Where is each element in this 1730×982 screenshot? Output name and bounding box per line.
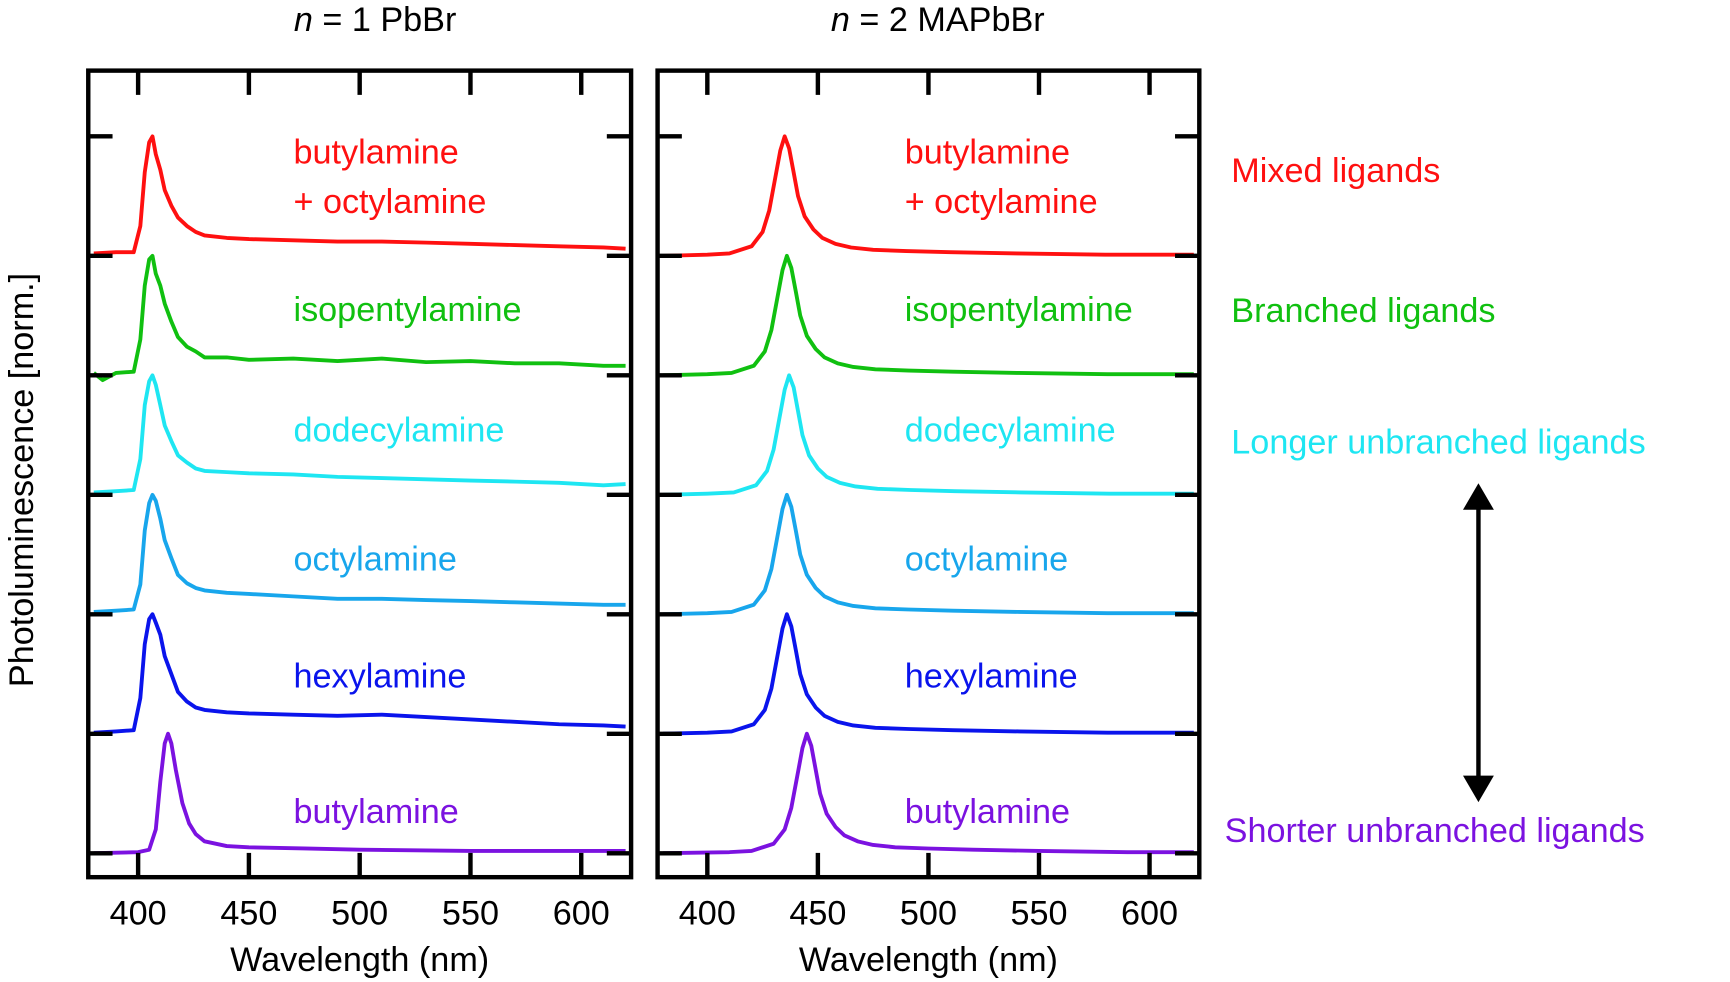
series-label: hexylamine bbox=[905, 657, 1078, 695]
series-line-butylamine-octylamine bbox=[93, 134, 626, 256]
x-tick-label: 500 bbox=[900, 895, 957, 933]
series-line-butylamine bbox=[663, 731, 1194, 856]
x-tick-label: 550 bbox=[1010, 895, 1067, 933]
x-tick-label: 450 bbox=[789, 895, 846, 933]
x-axis-label: Wavelength (nm) bbox=[230, 941, 489, 979]
ligand-category-label: Mixed ligands bbox=[1231, 152, 1440, 190]
series-label: butylamine bbox=[905, 793, 1070, 831]
series-label: butylamine bbox=[293, 793, 458, 831]
series-label: butylamine bbox=[293, 133, 458, 171]
series-label: butylamine bbox=[905, 133, 1070, 171]
y-axis-label: Photoluminescence [norm.] bbox=[3, 273, 41, 687]
series-label: octylamine bbox=[293, 540, 456, 578]
series-line-isopentylamine bbox=[663, 253, 1194, 378]
series-line-hexylamine bbox=[93, 612, 626, 735]
x-tick-label: 550 bbox=[442, 895, 499, 933]
series-line-octylamine bbox=[93, 492, 626, 614]
series-label: octylamine bbox=[905, 540, 1068, 578]
ligand-category-label: Branched ligands bbox=[1231, 292, 1495, 330]
series-line-butylamine bbox=[93, 731, 626, 856]
series-label: dodecylamine bbox=[293, 411, 504, 449]
panel-1: n = 1 PbBr butylamine hexylamine octylamine… bbox=[86, 1, 634, 979]
x-tick-label: 450 bbox=[220, 895, 277, 933]
x-tick-label: 600 bbox=[1121, 895, 1178, 933]
x-tick-label: 500 bbox=[331, 895, 388, 933]
panel-title: n = 1 PbBr bbox=[294, 1, 456, 39]
panel-2: n = 2 MAPbBr butylamine hexylamine octylami… bbox=[655, 1, 1202, 979]
series-line-isopentylamine bbox=[92, 253, 626, 383]
x-tick-label: 400 bbox=[679, 895, 736, 933]
x-tick-label: 600 bbox=[553, 895, 610, 933]
double-headed-vertical-arrow-icon bbox=[1462, 483, 1494, 803]
ligand-category-label: Shorter unbranched ligands bbox=[1225, 812, 1645, 850]
series-line-dodecylamine bbox=[93, 373, 626, 495]
series-line-butylamine-octylamine bbox=[663, 134, 1194, 258]
x-tick-label: 400 bbox=[110, 895, 167, 933]
series-label: dodecylamine bbox=[905, 411, 1116, 449]
panel-title: n = 2 MAPbBr bbox=[831, 1, 1045, 39]
series-line-hexylamine bbox=[663, 612, 1194, 736]
x-axis-label: Wavelength (nm) bbox=[799, 941, 1058, 979]
ligand-category-label: Longer unbranched ligands bbox=[1231, 423, 1645, 461]
series-line-octylamine bbox=[663, 492, 1194, 617]
series-label: hexylamine bbox=[293, 657, 466, 695]
series-label: isopentylamine bbox=[293, 291, 521, 329]
series-label: + octylamine bbox=[293, 183, 486, 221]
series-label: + octylamine bbox=[905, 183, 1098, 221]
series-label: isopentylamine bbox=[905, 291, 1133, 329]
series-line-dodecylamine bbox=[663, 373, 1194, 497]
